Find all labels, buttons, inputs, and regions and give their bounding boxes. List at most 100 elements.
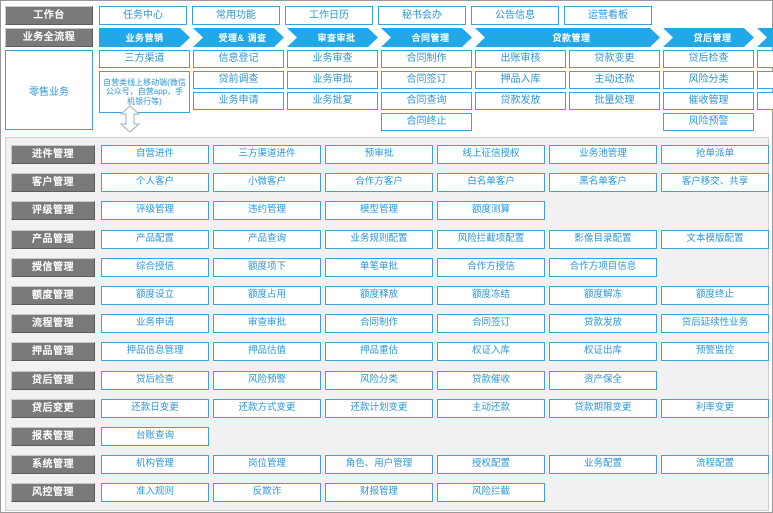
module-item[interactable]: 额度测算: [437, 201, 545, 221]
retail-item[interactable]: 业务申请: [193, 92, 284, 110]
module-item[interactable]: 业务配置: [549, 455, 657, 475]
module-item[interactable]: 单笔单批: [325, 257, 433, 277]
module-item[interactable]: 流程配置: [661, 455, 769, 475]
stage-chevron[interactable]: 贷后管理: [663, 28, 754, 47]
workbench-item[interactable]: 公告信息: [471, 6, 559, 25]
module-tab-credit[interactable]: 授信管理: [11, 257, 95, 277]
stage-chevron[interactable]: 资产保全: [757, 28, 773, 47]
module-item[interactable]: 模型管理: [325, 201, 433, 221]
retail-item[interactable]: 催收管理: [663, 92, 754, 110]
module-item[interactable]: 评级管理: [101, 201, 209, 221]
module-item[interactable]: 押品信息管理: [101, 342, 209, 362]
module-tab-intake[interactable]: 进件管理: [11, 145, 95, 164]
module-item[interactable]: 三方渠道进件: [213, 145, 321, 164]
module-item[interactable]: 业务规则配置: [325, 229, 433, 249]
retail-item[interactable]: 自营类线上移动端(微信公众号，自营app，手机银行等): [99, 71, 190, 113]
module-item[interactable]: 客户移交、共享: [661, 173, 769, 193]
module-item[interactable]: 业务申请: [101, 314, 209, 334]
workbench-item[interactable]: 工作日历: [285, 6, 373, 25]
module-item[interactable]: 权证出库: [549, 342, 657, 362]
module-item[interactable]: 额度冻结: [437, 285, 545, 305]
module-item[interactable]: 黑名单客户: [549, 173, 657, 193]
module-item[interactable]: 贷款发放: [549, 314, 657, 334]
module-item[interactable]: 资产保全: [549, 370, 657, 390]
module-tab-post-loan-change[interactable]: 贷后变更: [11, 398, 95, 418]
module-item[interactable]: 反欺诈: [213, 483, 321, 503]
module-item[interactable]: 权证入库: [437, 342, 545, 362]
module-item[interactable]: 文本模版配置: [661, 229, 769, 249]
retail-item[interactable]: 贷前调查: [193, 71, 284, 89]
workbench-tab[interactable]: 工作台: [5, 6, 93, 25]
module-item[interactable]: 授权配置: [437, 455, 545, 475]
module-item[interactable]: 业务池管理: [549, 145, 657, 164]
module-item[interactable]: 合同制作: [325, 314, 433, 334]
module-item[interactable]: 风险预警: [213, 370, 321, 390]
retail-item[interactable]: 主动还款: [569, 71, 660, 89]
retail-item[interactable]: 合同查询: [381, 92, 472, 110]
module-tab-customer[interactable]: 客户管理: [11, 173, 95, 193]
module-item[interactable]: 贷后延续性业务: [661, 314, 769, 334]
module-item[interactable]: 额度占用: [213, 285, 321, 305]
workbench-item[interactable]: 常用功能: [192, 6, 280, 25]
module-item[interactable]: 小微客户: [213, 173, 321, 193]
stage-chevron[interactable]: 合同管理: [381, 28, 472, 47]
module-item[interactable]: 押品重估: [325, 342, 433, 362]
module-tab-risk[interactable]: 风控管理: [11, 483, 95, 503]
retail-business-tab[interactable]: 零售业务: [5, 50, 93, 130]
module-item[interactable]: 额度释放: [325, 285, 433, 305]
module-item[interactable]: 台账查询: [101, 426, 209, 446]
retail-item[interactable]: 贷后检查: [663, 50, 754, 68]
module-item[interactable]: 线上征信授权: [437, 145, 545, 164]
retail-item[interactable]: 信息登记: [193, 50, 284, 68]
retail-item[interactable]: 业务审批: [287, 71, 378, 89]
module-item[interactable]: 额度解冻: [549, 285, 657, 305]
module-tab-post-loan[interactable]: 贷后管理: [11, 370, 95, 390]
module-tab-collateral[interactable]: 押品管理: [11, 342, 95, 362]
module-item[interactable]: 综合授信: [101, 257, 209, 277]
module-tab-process[interactable]: 流程管理: [11, 314, 95, 334]
module-item[interactable]: 影像目录配置: [549, 229, 657, 249]
retail-item[interactable]: 风险预警: [663, 113, 754, 131]
module-item[interactable]: 岗位管理: [213, 455, 321, 475]
module-item[interactable]: 押品估值: [213, 342, 321, 362]
module-item[interactable]: 风险分类: [325, 370, 433, 390]
module-item[interactable]: 预审批: [325, 145, 433, 164]
retail-item[interactable]: 贷款变更: [569, 50, 660, 68]
module-item[interactable]: 白名单客户: [437, 173, 545, 193]
module-item[interactable]: 贷款催收: [437, 370, 545, 390]
process-flow-tab[interactable]: 业务全流程: [5, 28, 93, 47]
module-item[interactable]: 贷后检查: [101, 370, 209, 390]
module-item[interactable]: 合作方客户: [325, 173, 433, 193]
module-item[interactable]: 准入规则: [101, 483, 209, 503]
module-item[interactable]: 还款方式变更: [213, 398, 321, 418]
retail-item[interactable]: 出账审核: [475, 50, 566, 68]
module-item[interactable]: 额度设立: [101, 285, 209, 305]
module-item[interactable]: 机构管理: [101, 455, 209, 475]
retail-item[interactable]: 批量处理: [569, 92, 660, 110]
module-item[interactable]: 抢单派单: [661, 145, 769, 164]
stage-chevron[interactable]: 业务营销: [99, 28, 190, 47]
module-tab-system[interactable]: 系统管理: [11, 455, 95, 475]
retail-item[interactable]: 三方渠道: [99, 50, 190, 68]
module-item[interactable]: 个人客户: [101, 173, 209, 193]
module-item[interactable]: 角色、用户管理: [325, 455, 433, 475]
module-item[interactable]: 还款计划变更: [325, 398, 433, 418]
module-item[interactable]: 主动还款: [437, 398, 545, 418]
retail-item[interactable]: 日常管理: [757, 50, 773, 68]
retail-item[interactable]: 贷款发放: [475, 92, 566, 110]
module-item[interactable]: 风险拦截项配置: [437, 229, 545, 249]
stage-chevron[interactable]: 受理& 调查: [193, 28, 284, 47]
module-item[interactable]: 合作方授信: [437, 257, 545, 277]
module-item[interactable]: 产品配置: [101, 229, 209, 249]
stage-chevron[interactable]: 审查审批: [287, 28, 378, 47]
retail-item[interactable]: 资产处置: [757, 71, 773, 89]
module-item[interactable]: 审查审批: [213, 314, 321, 334]
workbench-item[interactable]: 运营看板: [564, 6, 652, 25]
module-item[interactable]: 合作方项目信息: [549, 257, 657, 277]
retail-item[interactable]: 业务批复: [287, 92, 378, 110]
module-tab-product[interactable]: 产品管理: [11, 229, 95, 249]
module-item[interactable]: 贷款期限变更: [549, 398, 657, 418]
module-item[interactable]: 还款日变更: [101, 398, 209, 418]
module-item[interactable]: 额度项下: [213, 257, 321, 277]
workbench-item[interactable]: 秘书会办: [378, 6, 466, 25]
